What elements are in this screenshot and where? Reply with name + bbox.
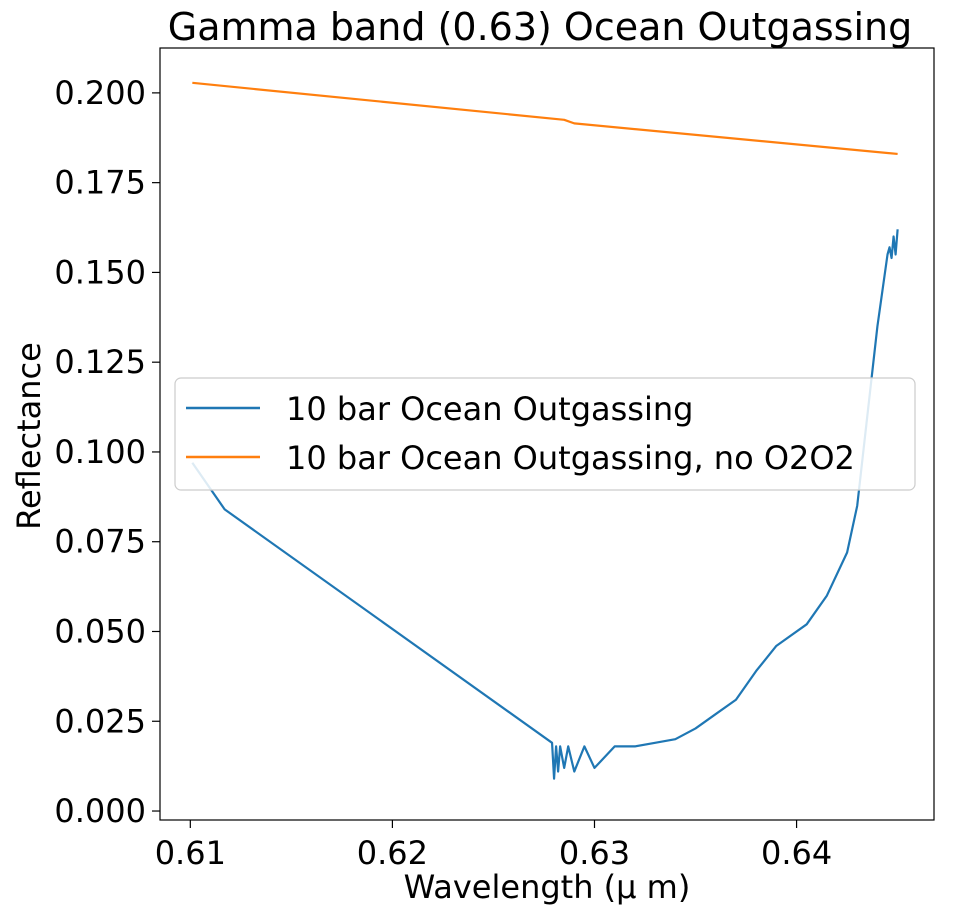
y-tick-label: 0.150 — [54, 253, 146, 291]
y-tick-label: 0.050 — [54, 612, 146, 650]
y-tick-label: 0.000 — [54, 792, 146, 830]
y-axis-label: Reflectance — [10, 342, 48, 530]
series-line-2 — [192, 81, 898, 156]
x-tick-label: 0.64 — [761, 834, 832, 872]
x-axis: 0.61 0.62 0.63 0.64 — [155, 820, 832, 872]
legend-label-series-2: 10 bar Ocean Outgassing, no O2O2 — [286, 439, 855, 477]
y-tick-label: 0.175 — [54, 164, 146, 202]
x-tick-label: 0.63 — [559, 834, 630, 872]
x-tick-label: 0.61 — [155, 834, 226, 872]
plot-area — [191, 81, 899, 780]
legend-label-series-1: 10 bar Ocean Outgassing — [286, 390, 693, 428]
legend-box — [174, 377, 916, 491]
y-tick-label: 0.075 — [54, 523, 146, 561]
y-tick-label: 0.125 — [54, 343, 146, 381]
series-line-1 — [191, 229, 899, 780]
y-tick-label: 0.200 — [54, 74, 146, 112]
chart-title: Gamma band (0.63) Ocean Outgassing — [168, 5, 912, 49]
plot-frame — [159, 47, 935, 821]
y-tick-label: 0.025 — [54, 702, 146, 740]
y-axis: 0.000 0.025 0.050 0.075 0.100 0.125 0.150 0.175… — [54, 74, 160, 830]
y-tick-label: 0.100 — [54, 433, 146, 471]
x-axis-label: Wavelength (μ m) — [404, 868, 691, 906]
x-tick-label: 0.62 — [357, 834, 428, 872]
legend: 10 bar Ocean Outgassing 10 bar Ocean Out… — [174, 377, 916, 491]
